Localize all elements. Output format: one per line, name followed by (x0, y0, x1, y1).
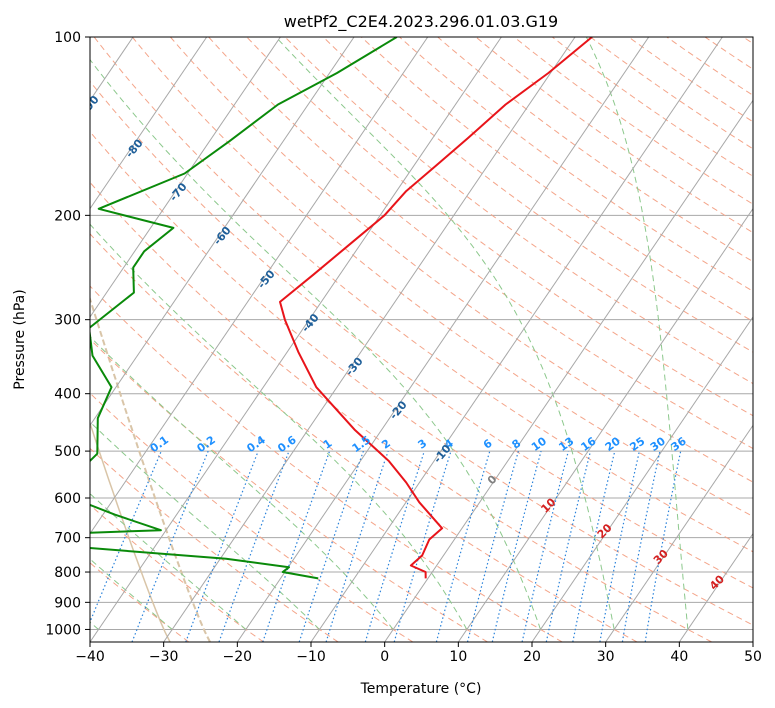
isotherm (163, 37, 576, 642)
mixing-ratio-line (364, 450, 425, 642)
dry-adiabat (513, 37, 753, 205)
y-tick-label: 600 (54, 491, 81, 507)
isotherm (90, 37, 429, 535)
isotherm (236, 37, 650, 642)
mixing-ratio-line (90, 450, 162, 624)
x-tick-label: 10 (449, 649, 467, 665)
isotherm (457, 207, 753, 642)
y-tick-label: 400 (54, 387, 81, 403)
moist-adiabat (275, 37, 615, 630)
dry-adiabat (93, 37, 753, 553)
y-axis: 100 200 300 400 500 600 700 800 900 1000 (45, 30, 90, 638)
dry-adiabat (90, 233, 638, 642)
moist-adiabat (90, 421, 320, 630)
moist-adiabat (90, 493, 247, 630)
isotherm (678, 532, 753, 642)
dry-adiabat (360, 37, 753, 322)
isotherm (605, 424, 753, 642)
y-tick-label: 300 (54, 313, 81, 329)
moist-adiabat (90, 58, 541, 630)
mixing-ratio-line (545, 450, 592, 642)
x-axis: −40 −30 −20 −10 0 10 20 30 40 50 (75, 642, 762, 665)
y-tick-label: 800 (54, 565, 81, 581)
x-tick-label: −20 (223, 649, 253, 665)
x-tick-label: −40 (75, 649, 105, 665)
special-curve (90, 421, 171, 642)
mixing-ratio-line (298, 450, 364, 642)
y-tick-label: 500 (54, 444, 81, 460)
dry-adiabat (475, 37, 753, 234)
x-tick-label: −10 (296, 649, 326, 665)
dry-adiabat (399, 37, 753, 292)
mixing-ratio-line (521, 450, 569, 642)
mixing-ratio-line (466, 450, 519, 642)
isotherm (90, 37, 208, 210)
isotherm (310, 37, 723, 642)
x-tick-label: −30 (149, 649, 179, 665)
dry-adiabat (131, 37, 753, 518)
y-tick-label: 200 (54, 208, 81, 224)
dry-adiabat (208, 37, 753, 450)
moist-adiabat (585, 37, 689, 630)
x-axis-label: Temperature (°C) (360, 681, 482, 697)
isotherm (531, 316, 753, 642)
y-tick-label: 700 (54, 531, 81, 547)
mixing-ratio-line (325, 450, 389, 642)
y-tick-label: 100 (54, 30, 81, 46)
mixing-ratio-line (435, 450, 491, 642)
moist-adiabat (90, 558, 173, 630)
mixing-ratio-line (218, 450, 290, 642)
chart-title: wetPf2_C2E4.2023.296.01.03.G19 (284, 12, 558, 32)
plot-area (90, 37, 753, 642)
dry-adiabat (322, 37, 753, 353)
dry-adiabat (437, 37, 753, 263)
y-axis-label: Pressure (hPa) (12, 289, 28, 389)
y-tick-label: 1000 (45, 622, 81, 638)
moist-adiabat (90, 335, 394, 630)
mixing-ratio-line (644, 450, 682, 642)
isotherm (90, 37, 502, 642)
isotherm (384, 99, 753, 642)
mixing-ratio-line (621, 450, 661, 642)
temperature-line (279, 37, 593, 579)
y-tick-label: 900 (54, 595, 81, 611)
mixing-ratio-line (599, 450, 640, 642)
x-tick-label: 30 (597, 649, 615, 665)
mixing-ratio-line (491, 450, 542, 642)
dry-adiabat (90, 130, 753, 626)
x-tick-label: 0 (380, 649, 389, 665)
dry-adiabat (90, 181, 712, 642)
x-tick-label: 40 (670, 649, 688, 665)
dry-adiabat (284, 37, 753, 385)
dry-adiabat (246, 37, 753, 417)
dry-adiabat (90, 504, 264, 642)
dry-adiabat (90, 447, 339, 642)
dewpoint-line (90, 37, 398, 580)
mixing-ratio-line (393, 450, 452, 642)
isotherm (90, 37, 355, 427)
isotherm (90, 37, 281, 318)
x-tick-label: 50 (744, 649, 762, 665)
dry-adiabat (170, 37, 753, 483)
special-curve (90, 295, 211, 642)
dry-adiabat-label: -90 (79, 93, 102, 117)
dry-adiabat (90, 285, 563, 642)
mixing-ratio-line (572, 450, 616, 642)
mixing-ratio-line (262, 450, 331, 642)
x-tick-label: 20 (523, 649, 541, 665)
plot-frame (89, 36, 754, 643)
